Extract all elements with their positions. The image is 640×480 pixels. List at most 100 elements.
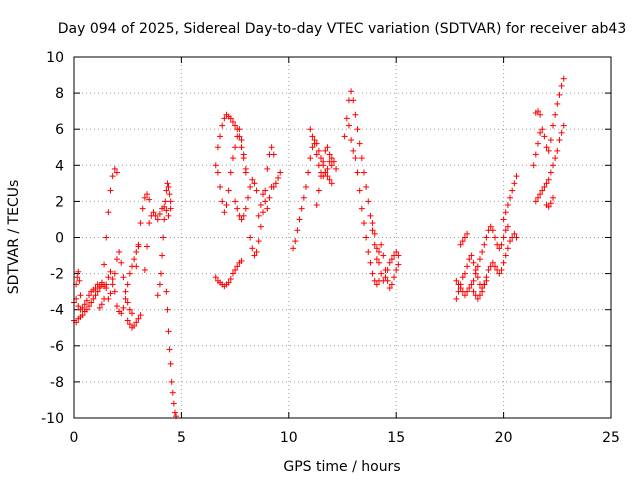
data-point xyxy=(511,180,518,187)
data-point xyxy=(354,169,361,176)
data-point xyxy=(369,270,376,277)
data-point xyxy=(395,261,402,268)
data-point xyxy=(86,303,93,310)
data-point xyxy=(466,256,473,263)
data-point xyxy=(537,191,544,198)
data-point xyxy=(133,263,140,270)
data-point xyxy=(165,183,172,190)
data-point xyxy=(249,176,256,183)
data-point xyxy=(111,288,118,295)
data-point xyxy=(131,256,138,263)
data-point xyxy=(163,288,170,295)
data-point xyxy=(166,191,173,198)
data-point xyxy=(227,276,234,283)
x-tick-label: 15 xyxy=(387,430,405,446)
y-tick-label: -6 xyxy=(50,339,64,355)
data-point xyxy=(556,137,563,144)
data-point xyxy=(532,198,539,205)
data-point xyxy=(476,256,483,263)
data-point xyxy=(543,144,550,151)
data-point xyxy=(315,187,322,194)
data-point xyxy=(453,277,460,284)
data-point xyxy=(545,147,552,154)
data-point xyxy=(107,290,114,297)
data-point xyxy=(251,252,258,259)
data-point xyxy=(272,180,279,187)
data-point xyxy=(560,122,567,129)
data-point xyxy=(373,256,380,263)
data-point xyxy=(146,196,153,203)
data-point xyxy=(461,292,468,299)
data-point xyxy=(96,283,103,290)
data-point xyxy=(126,321,133,328)
data-point xyxy=(468,281,475,288)
data-point xyxy=(322,169,329,176)
data-point xyxy=(395,252,402,259)
data-point xyxy=(376,248,383,255)
data-point xyxy=(330,158,337,165)
data-point xyxy=(159,252,166,259)
data-point xyxy=(388,281,395,288)
data-point xyxy=(164,306,171,313)
data-point xyxy=(96,304,103,311)
data-point xyxy=(369,220,376,227)
data-point xyxy=(257,202,264,209)
data-point xyxy=(384,277,391,284)
data-point xyxy=(298,205,305,212)
data-point xyxy=(326,151,333,158)
data-point xyxy=(343,115,350,122)
data-point xyxy=(234,133,241,140)
data-point xyxy=(296,216,303,223)
data-point xyxy=(459,274,466,281)
data-point xyxy=(360,220,367,227)
data-point xyxy=(360,169,367,176)
data-point xyxy=(365,248,372,255)
data-point xyxy=(214,169,221,176)
data-point xyxy=(318,155,325,162)
data-point xyxy=(168,378,175,385)
data-point xyxy=(313,202,320,209)
data-point xyxy=(105,295,112,302)
data-point xyxy=(378,270,385,277)
data-point xyxy=(101,261,108,268)
data-point xyxy=(141,266,148,273)
data-point xyxy=(474,274,481,281)
data-point xyxy=(133,248,140,255)
data-point xyxy=(111,270,118,277)
data-point xyxy=(221,115,228,122)
data-point xyxy=(511,230,518,237)
data-point xyxy=(328,162,335,169)
data-point xyxy=(309,144,316,151)
data-point xyxy=(352,111,359,118)
data-point xyxy=(113,256,120,263)
series-sat-w xyxy=(345,122,383,288)
data-point xyxy=(219,198,226,205)
series-sat-n xyxy=(214,126,249,216)
data-point xyxy=(388,256,395,263)
data-point xyxy=(262,187,269,194)
data-point xyxy=(103,234,110,241)
series-sat-ae xyxy=(530,75,567,169)
data-point xyxy=(139,205,146,212)
data-point xyxy=(105,209,112,216)
data-point xyxy=(92,285,99,292)
series-sat-l xyxy=(212,257,245,290)
data-point xyxy=(558,129,565,136)
data-point xyxy=(534,108,541,115)
data-point xyxy=(545,176,552,183)
data-point xyxy=(367,259,374,266)
data-point xyxy=(77,292,84,299)
data-point xyxy=(118,259,125,266)
data-point xyxy=(154,292,161,299)
grid-lines xyxy=(74,57,611,418)
y-tick-label: 2 xyxy=(55,194,64,210)
data-point xyxy=(541,183,548,190)
data-point xyxy=(352,155,359,162)
x-axis-label: GPS time / hours xyxy=(283,459,400,475)
data-point xyxy=(369,227,376,234)
data-point xyxy=(459,238,466,245)
data-point xyxy=(232,122,239,129)
data-point xyxy=(150,209,157,216)
data-point xyxy=(492,234,499,241)
